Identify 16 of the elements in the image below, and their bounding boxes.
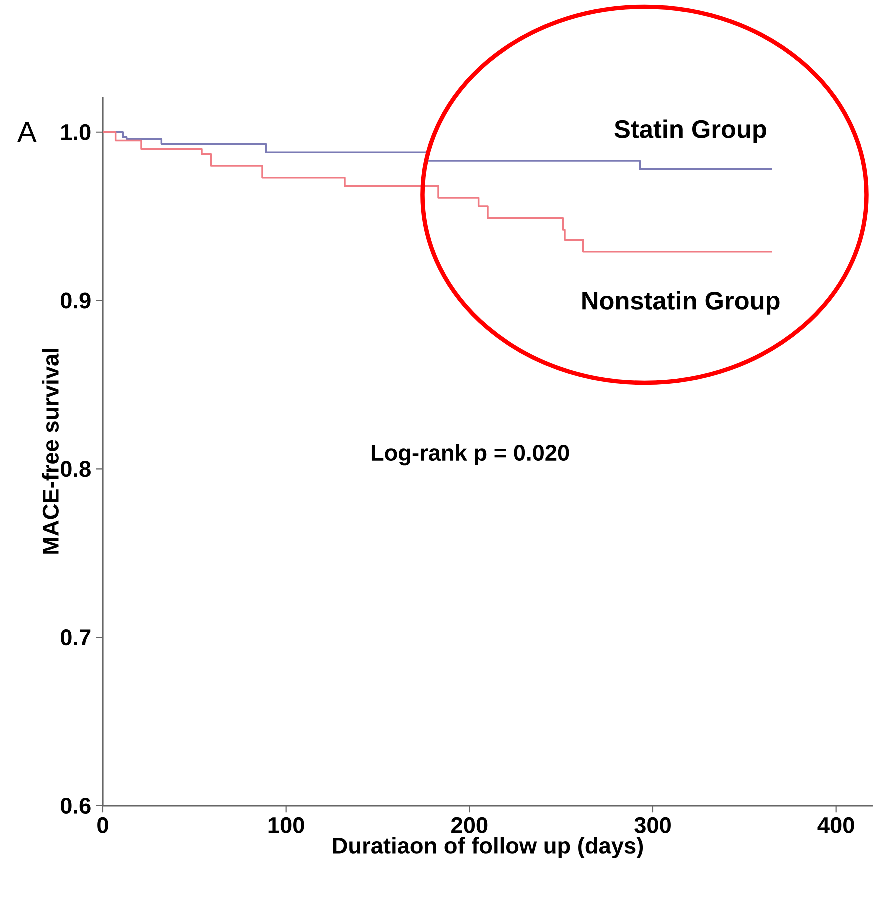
y-tick-label: 0.7	[61, 630, 91, 646]
y-tick-label: 0.9	[61, 292, 91, 309]
y-tick-label: 0.6	[61, 798, 91, 814]
y-tick-label: 1.0	[62, 124, 91, 140]
annotation: Log-rank p = 0.020	[372, 444, 570, 466]
x-tick-label: 200	[452, 817, 488, 834]
series-label: Nonstatin Group	[582, 291, 780, 315]
x-tick-label: 300	[634, 817, 671, 834]
x-tick-label: 400	[818, 817, 854, 834]
series-label: Statin Group	[614, 120, 766, 144]
x-tick-label: 0	[98, 817, 108, 834]
x-axis-title: Duratiaon of follow up (days)	[333, 837, 644, 858]
y-tick-label: 0.8	[61, 461, 91, 478]
text: A	[17, 122, 37, 142]
y-axis-title: MACE-free survival	[42, 349, 59, 554]
x-tick-label: 100	[268, 817, 304, 834]
